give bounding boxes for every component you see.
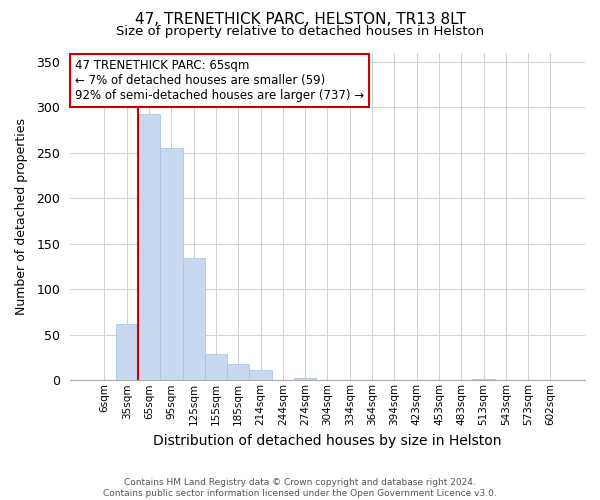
- Bar: [227, 364, 250, 380]
- X-axis label: Distribution of detached houses by size in Helston: Distribution of detached houses by size …: [153, 434, 502, 448]
- Bar: [294, 378, 316, 380]
- Text: 47 TRENETHICK PARC: 65sqm
← 7% of detached houses are smaller (59)
92% of semi-d: 47 TRENETHICK PARC: 65sqm ← 7% of detach…: [75, 59, 364, 102]
- Bar: [138, 114, 160, 380]
- Bar: [250, 370, 272, 380]
- Bar: [182, 258, 205, 380]
- Bar: [116, 324, 138, 380]
- Text: Contains HM Land Registry data © Crown copyright and database right 2024.
Contai: Contains HM Land Registry data © Crown c…: [103, 478, 497, 498]
- Text: Size of property relative to detached houses in Helston: Size of property relative to detached ho…: [116, 25, 484, 38]
- Bar: [205, 354, 227, 380]
- Bar: [160, 148, 182, 380]
- Text: 47, TRENETHICK PARC, HELSTON, TR13 8LT: 47, TRENETHICK PARC, HELSTON, TR13 8LT: [134, 12, 466, 28]
- Y-axis label: Number of detached properties: Number of detached properties: [15, 118, 28, 315]
